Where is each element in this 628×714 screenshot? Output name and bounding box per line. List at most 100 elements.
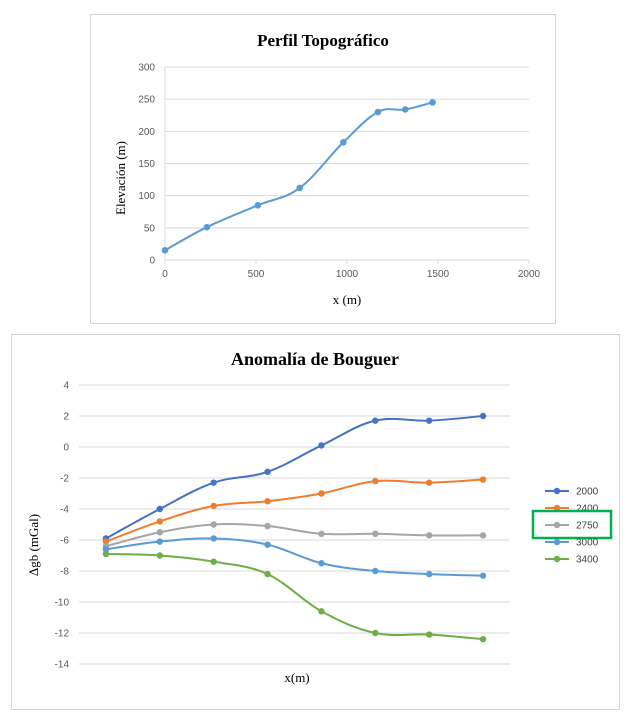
series	[161, 99, 436, 254]
data-point	[156, 505, 164, 513]
data-point	[203, 223, 211, 231]
data-point	[210, 535, 217, 542]
y-tick-label: -14	[55, 660, 70, 671]
x-tick-label: 1000	[336, 269, 359, 280]
data-point	[161, 247, 169, 254]
data-point	[479, 572, 487, 579]
legend-swatch-marker	[553, 555, 561, 563]
y-axis-label: Δgb (mGal)	[26, 514, 41, 576]
bouguer-anomaly-svg: Anomalía de Bouguer 4 2 0 -2 -4 -6 -8 -10 -12 -14…	[26, 349, 613, 685]
legend-label: 2400	[576, 504, 599, 515]
data-point	[156, 529, 164, 536]
legend-swatch-marker	[553, 538, 561, 546]
legend-highlight-box	[531, 509, 613, 540]
data-point	[102, 538, 110, 545]
data-point	[429, 99, 436, 106]
bouguer-anomaly-chart: Anomalía de Bouguer 4 2 0 -2 -4 -6 -8 -10 -12 -14…	[11, 334, 620, 710]
data-point	[156, 518, 164, 525]
x-tick-labels: 0 500 1000 1500 2000	[162, 269, 540, 280]
legend-item-2400: 2400	[545, 504, 599, 515]
legend-swatch-marker	[553, 521, 561, 529]
data-point	[479, 476, 487, 483]
data-point	[374, 108, 382, 116]
series-3400	[102, 550, 487, 643]
legend-label: 3000	[576, 538, 599, 549]
data-point	[318, 560, 325, 567]
legend: 2000 2400 2750 3000 3400	[531, 487, 613, 566]
legend-label: 2750	[576, 521, 599, 532]
data-point	[479, 412, 487, 420]
x-tick-label: 500	[248, 269, 265, 280]
data-point	[318, 608, 325, 615]
legend-item-3000: 3000	[545, 538, 599, 549]
series-line	[105, 478, 484, 543]
legend-label: 3400	[576, 555, 599, 566]
data-point	[340, 138, 347, 146]
data-point	[401, 106, 409, 113]
data-point	[425, 532, 433, 539]
data-point	[372, 567, 379, 575]
gridlines	[164, 66, 530, 264]
data-point	[102, 546, 110, 553]
y-axis-label: Elevación (m)	[113, 141, 128, 215]
data-point	[210, 502, 217, 510]
topographic-profile-svg: Perfil Topográfico 0 50 100 150 200 250 300 0 5…	[113, 31, 541, 307]
x-tick-label: 1500	[427, 269, 450, 280]
data-point	[372, 629, 379, 637]
data-point	[425, 631, 433, 638]
legend-label: 2000	[576, 487, 599, 498]
y-tick-label: 250	[138, 95, 155, 106]
data-point	[425, 570, 433, 578]
y-tick-label: -4	[60, 505, 69, 516]
data-point	[296, 184, 303, 192]
series-line	[105, 523, 484, 548]
data-point	[264, 498, 271, 505]
data-point	[372, 477, 379, 485]
data-point	[264, 468, 271, 475]
y-tick-label: 300	[138, 63, 155, 74]
y-tick-label: 2	[63, 412, 69, 423]
series-line	[105, 552, 484, 641]
y-tick-label: -12	[55, 629, 70, 640]
data-point	[318, 442, 325, 449]
y-tick-label: -10	[55, 598, 70, 609]
y-tick-label: 150	[138, 159, 155, 170]
data-point	[102, 550, 110, 558]
data-point	[156, 538, 164, 545]
y-tick-label: 0	[149, 256, 155, 267]
y-tick-label: -6	[60, 536, 69, 547]
data-point	[264, 541, 271, 548]
x-tick-label: 2000	[518, 269, 541, 280]
data-point	[264, 522, 271, 530]
y-tick-label: 100	[138, 191, 155, 202]
y-tick-label: 4	[63, 381, 69, 392]
series-line	[105, 415, 484, 540]
data-point	[479, 636, 487, 643]
x-axis-label: x (m)	[333, 292, 362, 307]
x-axis-label: x(m)	[284, 670, 309, 685]
series-line	[105, 537, 484, 577]
topographic-profile-chart: Perfil Topográfico 0 50 100 150 200 250 300 0 5…	[90, 14, 556, 324]
series-2400	[102, 476, 487, 545]
data-point	[210, 558, 217, 565]
y-tick-labels: 0 50 100 150 200 250 300	[138, 63, 155, 267]
data-point	[264, 570, 271, 578]
x-tick-label: 0	[162, 269, 168, 280]
y-tick-label: 200	[138, 127, 155, 138]
legend-item-2000: 2000	[545, 487, 599, 498]
data-point	[318, 530, 325, 537]
data-point	[372, 530, 379, 537]
y-tick-label: -8	[60, 567, 69, 578]
legend-item-3400: 3400	[545, 555, 599, 566]
legend-swatch-marker	[553, 487, 561, 495]
series	[102, 412, 487, 643]
legend-swatch-marker	[553, 504, 561, 512]
data-point	[425, 417, 433, 424]
data-point	[425, 479, 433, 486]
chart-title: Perfil Topográfico	[257, 31, 389, 50]
data-point	[318, 490, 325, 497]
legend-item-2750: 2750	[545, 521, 599, 532]
data-point	[210, 521, 217, 528]
y-tick-label: 50	[144, 223, 156, 234]
y-tick-label: 0	[63, 443, 69, 454]
